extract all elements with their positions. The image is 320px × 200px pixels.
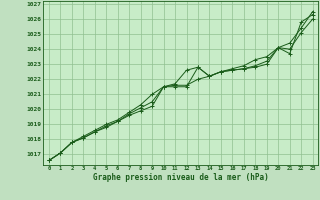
X-axis label: Graphe pression niveau de la mer (hPa): Graphe pression niveau de la mer (hPa) bbox=[93, 173, 269, 182]
